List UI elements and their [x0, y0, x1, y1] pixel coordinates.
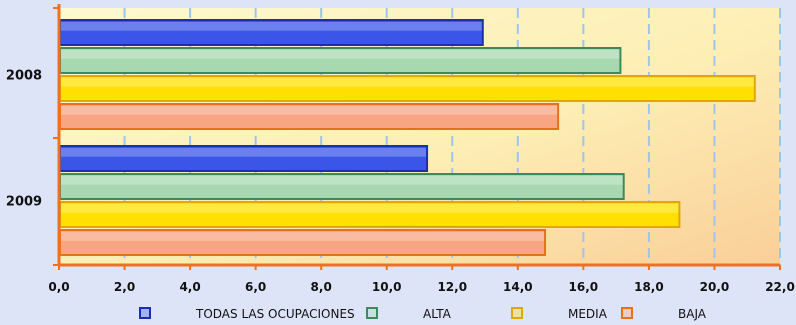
- legend-swatch: [621, 307, 633, 319]
- legend-label: ALTA: [423, 307, 452, 321]
- legend-label: BAJA: [678, 307, 707, 321]
- bar-highlight: [61, 22, 482, 31]
- legend-swatch: [139, 307, 151, 319]
- x-tick-label: 14,0: [503, 280, 533, 294]
- legend-label: TODAS LAS OCUPACIONES: [195, 307, 355, 321]
- category-label: 2008: [6, 69, 42, 84]
- bar-2009-1: [59, 173, 625, 200]
- x-tick-label: 20,0: [700, 280, 730, 294]
- x-tick-label: 22,0: [765, 280, 795, 294]
- bar-highlight: [61, 148, 427, 157]
- category-label: 2009: [6, 195, 42, 210]
- bar-highlight: [61, 204, 679, 213]
- bar-highlight: [61, 232, 545, 241]
- x-tick-label: 4,0: [179, 280, 200, 294]
- legend-label: MEDIA: [568, 307, 608, 321]
- x-tick-label: 8,0: [311, 280, 332, 294]
- x-tick-labels: 0,0 2,0 4,0 6,0 8,0 10,0 12,0 14,0 16,0 18,0 20,0 2…: [48, 280, 794, 294]
- bar-2008-3: [59, 103, 560, 130]
- legend: TODAS LAS OCUPACIONES ALTA MEDIA BAJA: [139, 307, 707, 321]
- legend-swatch: [511, 307, 523, 319]
- bar-2009-2: [59, 201, 681, 228]
- x-tick-label: 12,0: [437, 280, 467, 294]
- bar-2009-3: [59, 229, 547, 256]
- axes: [53, 4, 781, 270]
- x-tick-label: 0,0: [48, 280, 69, 294]
- bar-highlight: [61, 78, 754, 87]
- bar-highlight: [61, 176, 623, 185]
- x-tick-label: 18,0: [634, 280, 664, 294]
- bar-highlight: [61, 106, 558, 115]
- x-tick-label: 10,0: [372, 280, 402, 294]
- legend-swatch: [366, 307, 378, 319]
- x-tick-label: 6,0: [245, 280, 266, 294]
- x-tick-label: 2,0: [114, 280, 135, 294]
- category-labels: 2008 2009: [6, 69, 42, 210]
- bar-2009-0: [59, 145, 429, 172]
- x-tick-label: 16,0: [569, 280, 599, 294]
- bar-highlight: [61, 50, 620, 59]
